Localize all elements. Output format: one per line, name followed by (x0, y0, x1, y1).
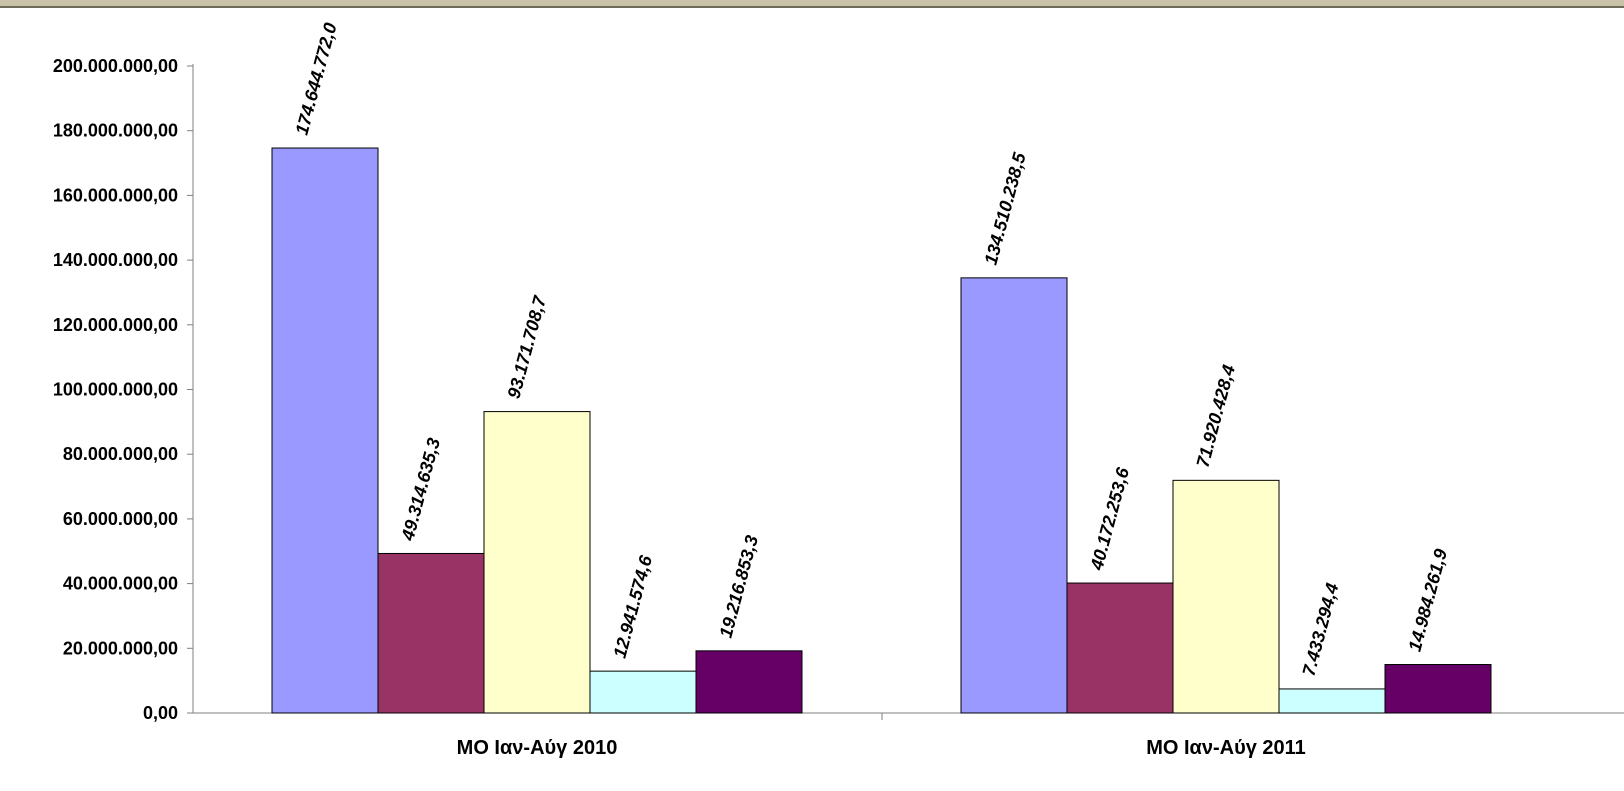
bar (695, 650, 803, 714)
window-top-border (0, 0, 1624, 8)
bar-value-label: 49.314.635,3 (397, 436, 444, 544)
bar (377, 552, 485, 714)
bar (1172, 479, 1280, 714)
chart-bars (271, 147, 1492, 714)
bar (1278, 688, 1386, 714)
y-tick-label: 120.000.000,00 (53, 315, 178, 335)
bar (271, 147, 379, 714)
y-tick-label: 160.000.000,00 (53, 185, 178, 205)
y-tick-label: 200.000.000,00 (53, 56, 178, 76)
bar-value-label: 19.216.853,3 (716, 533, 763, 640)
bar-value-label: 93.171.708,7 (504, 293, 551, 401)
bar (1384, 664, 1492, 714)
bar (1066, 582, 1174, 714)
bar (960, 277, 1068, 714)
y-tick-label: 40.000.000,00 (63, 574, 178, 594)
bar-value-label: 7.433.294,4 (1299, 581, 1343, 678)
y-tick-label: 0,00 (143, 703, 178, 723)
y-tick-label: 60.000.000,00 (63, 509, 178, 529)
x-axis-category-labels: MO Ιαν-Αύγ 2010 MO Ιαν-Αύγ 2011 (457, 737, 1306, 759)
bar-value-label: 12.941.574,6 (610, 553, 657, 661)
bar (589, 670, 697, 714)
y-tick-label: 100.000.000,00 (53, 380, 178, 400)
bar (483, 411, 591, 714)
y-tick-label: 20.000.000,00 (63, 638, 178, 658)
y-tick-label: 140.000.000,00 (53, 250, 178, 270)
y-tick-label: 180.000.000,00 (53, 121, 178, 141)
x-category-label: MO Ιαν-Αύγ 2011 (1146, 737, 1306, 759)
bar-value-label: 174.644.772,0 (292, 21, 341, 137)
y-axis-tick-labels: 0,00 20.000.000,00 40.000.000,00 60.000.000… (53, 56, 178, 723)
bar-value-label: 40.172.253,6 (1086, 464, 1133, 573)
x-category-label: MO Ιαν-Αύγ 2010 (457, 737, 618, 759)
y-tick-label: 80.000.000,00 (63, 444, 178, 464)
bar-value-label: 14.984.261,9 (1405, 547, 1452, 654)
bar-value-label: 71.920.428,4 (1193, 363, 1240, 470)
bar-value-label: 134.510.238,5 (981, 150, 1030, 267)
